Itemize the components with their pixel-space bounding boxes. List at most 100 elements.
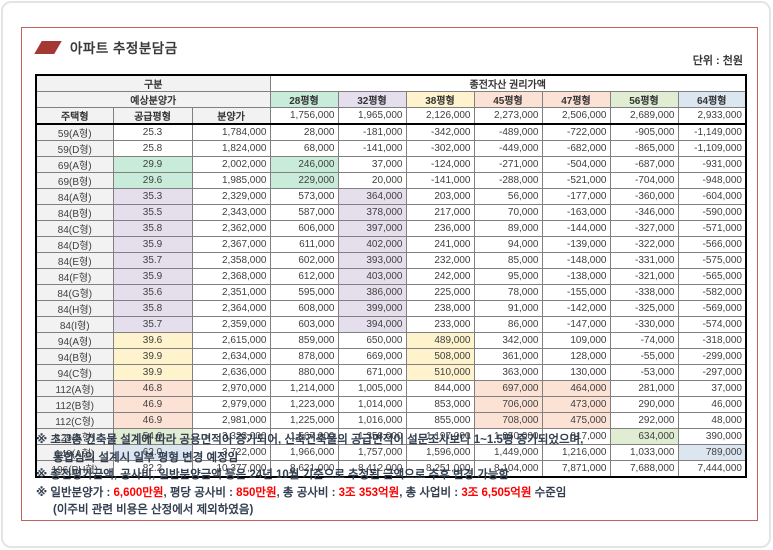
sale-price-cell: 1,784,000 bbox=[191, 123, 271, 141]
value-cell: 855,000 bbox=[405, 412, 475, 429]
housing-type-cell: 94(C형) bbox=[35, 364, 114, 381]
sale-price-cell: 1,985,000 bbox=[191, 172, 271, 189]
value-cell: -1,149,000 bbox=[677, 123, 747, 141]
value-cell: 70,000 bbox=[473, 204, 543, 221]
footnote-text: ※ 일반분양가 : bbox=[36, 486, 114, 499]
footnote-text: , 총 공사비 : bbox=[276, 486, 339, 499]
supply-pyeong-cell: 46.8 bbox=[112, 380, 193, 397]
value-cell: -687,000 bbox=[609, 156, 679, 173]
value-cell: -722,000 bbox=[541, 123, 611, 141]
value-cell: 508,000 bbox=[405, 348, 475, 365]
value-cell: 403,000 bbox=[337, 268, 407, 285]
table-row: 84(I형) 35.7 2,359,000 603,000 394,000 233,000… bbox=[35, 316, 747, 333]
table-row: 59(A형) 25.3 1,784,000 28,000 -181,000 -342,00… bbox=[35, 123, 747, 141]
value-cell: 669,000 bbox=[337, 348, 407, 365]
footnote-text: (이주비 관련 비용은 산정에서 제외하였음) bbox=[53, 504, 254, 516]
value-cell: -590,000 bbox=[677, 204, 747, 221]
value-cell: 217,000 bbox=[405, 204, 475, 221]
table-row: 84(C형) 35.8 2,362,000 606,000 397,000 236,000… bbox=[35, 220, 747, 237]
sale-price-cell: 2,362,000 bbox=[191, 220, 271, 237]
sale-price-cell: 2,979,000 bbox=[191, 396, 271, 413]
table-row: 149(A형) 62.0 3,722,000 1,966,000 1,757,000 1,… bbox=[35, 444, 747, 461]
value-cell: -905,000 bbox=[609, 123, 679, 141]
footnote-red-value: 850만원 bbox=[236, 486, 277, 499]
pyeong-base-value: 2,506,000 bbox=[541, 107, 611, 125]
supply-pyeong-cell: 54.0 bbox=[112, 428, 193, 445]
pyeong-col-header: 47평형 bbox=[541, 91, 611, 108]
value-cell: -571,000 bbox=[677, 220, 747, 237]
value-cell: 1,596,000 bbox=[405, 444, 475, 461]
value-cell: 573,000 bbox=[269, 188, 339, 205]
value-cell: -330,000 bbox=[609, 316, 679, 333]
value-cell: -139,000 bbox=[541, 236, 611, 253]
sale-price-cell: 2,364,000 bbox=[191, 300, 271, 317]
value-cell: 128,000 bbox=[541, 348, 611, 365]
value-cell: 91,000 bbox=[473, 300, 543, 317]
value-cell: -318,000 bbox=[677, 332, 747, 349]
value-cell: 246,000 bbox=[269, 156, 339, 173]
value-cell: 489,000 bbox=[405, 332, 475, 349]
value-cell: 85,000 bbox=[473, 252, 543, 269]
footnote-red-value: 3조 6,505억원 bbox=[461, 486, 532, 499]
value-cell: -141,000 bbox=[405, 172, 475, 189]
supply-pyeong-cell: 35.8 bbox=[112, 220, 193, 237]
value-cell: 1,014,000 bbox=[337, 396, 407, 413]
housing-type-cell: 94(A형) bbox=[35, 332, 114, 349]
sale-price-cell: 2,615,000 bbox=[191, 332, 271, 349]
supply-pyeong-cell: 25.8 bbox=[112, 140, 193, 157]
housing-type-cell: 84(B형) bbox=[35, 204, 114, 221]
footnote-line: 통합심의 설계시 일부 평형 변경 예정임 bbox=[36, 450, 736, 468]
value-cell: 859,000 bbox=[269, 332, 339, 349]
value-cell: 1,225,000 bbox=[269, 412, 339, 429]
supply-pyeong-cell: 39.9 bbox=[112, 348, 193, 365]
unit-label: 단위 : 천원 bbox=[692, 55, 743, 67]
housing-type-cell: 69(A형) bbox=[35, 156, 114, 173]
table-row: 59(D형) 25.8 1,824,000 68,000 -141,000 -302,00… bbox=[35, 140, 747, 157]
value-cell: 595,000 bbox=[269, 284, 339, 301]
footnote-text: ※ 종전평가금액, 공사비, 일반분양금액 등은 24년 10월 기준으로 추정… bbox=[36, 469, 509, 481]
housing-type-cell: 84(C형) bbox=[35, 220, 114, 237]
value-cell: -141,000 bbox=[337, 140, 407, 157]
housing-type-cell: 59(A형) bbox=[35, 123, 114, 141]
title-row: 아파트 추정분담금 bbox=[34, 37, 178, 57]
value-cell: 37,000 bbox=[337, 156, 407, 173]
value-cell: -288,000 bbox=[473, 172, 543, 189]
table-row: 84(E형) 35.7 2,358,000 602,000 393,000 232,000… bbox=[35, 252, 747, 269]
footnote-text: 통합심의 설계시 일부 평형 변경 예정임 bbox=[53, 451, 239, 464]
supply-pyeong-cell: 35.6 bbox=[112, 284, 193, 301]
supply-pyeong-cell: 35.9 bbox=[112, 236, 193, 253]
sale-price-cell: 2,636,000 bbox=[191, 364, 271, 381]
value-cell: 394,000 bbox=[337, 316, 407, 333]
value-cell: 587,000 bbox=[269, 204, 339, 221]
value-cell: -327,000 bbox=[609, 220, 679, 237]
supply-pyeong-cell: 35.8 bbox=[112, 300, 193, 317]
pyeong-col-header: 64평형 bbox=[677, 91, 747, 108]
supply-pyeong-cell: 25.3 bbox=[112, 123, 193, 141]
sale-price-cell: 2,981,000 bbox=[191, 412, 271, 429]
value-cell: -449,000 bbox=[473, 140, 543, 157]
sale-price-cell: 2,002,000 bbox=[191, 156, 271, 173]
housing-type-header: 주택형 bbox=[35, 107, 114, 125]
footnote-text: ※ 초고층 건축물 설계에 따라 공용면적이 증가되어, 신축건축물의 공급면적… bbox=[36, 434, 584, 446]
value-cell: -574,000 bbox=[677, 316, 747, 333]
value-cell: -142,000 bbox=[541, 300, 611, 317]
value-cell: 48,000 bbox=[677, 412, 747, 429]
value-cell: 89,000 bbox=[473, 220, 543, 237]
value-cell: 1,223,000 bbox=[269, 396, 339, 413]
housing-type-cell: 84(H형) bbox=[35, 300, 114, 317]
housing-type-cell: 84(F형) bbox=[35, 268, 114, 285]
value-cell: 671,000 bbox=[337, 364, 407, 381]
value-cell: 378,000 bbox=[337, 204, 407, 221]
value-cell: -55,000 bbox=[609, 348, 679, 365]
footnote-red-value: 3조 353억원 bbox=[338, 486, 400, 499]
footnote-line: ※ 초고층 건축물 설계에 따라 공용면적이 증가되어, 신축건축물의 공급면적… bbox=[36, 432, 736, 450]
supply-pyeong-cell: 35.7 bbox=[112, 316, 193, 333]
value-cell: 238,000 bbox=[405, 300, 475, 317]
value-cell: 397,000 bbox=[337, 220, 407, 237]
supply-pyeong-cell: 29.6 bbox=[112, 172, 193, 189]
right-title-header: 종전자산 권리가액 bbox=[269, 74, 747, 92]
value-cell: -865,000 bbox=[609, 140, 679, 157]
value-cell: 612,000 bbox=[269, 268, 339, 285]
value-cell: 878,000 bbox=[269, 348, 339, 365]
supply-pyeong-cell: 35.7 bbox=[112, 252, 193, 269]
